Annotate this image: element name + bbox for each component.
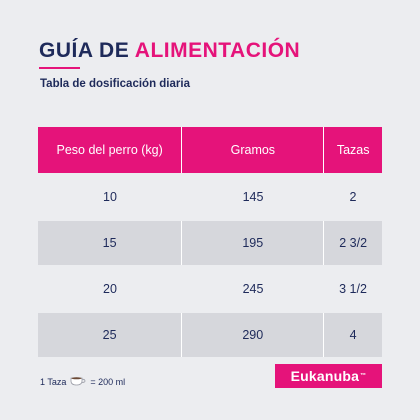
cell-weight: 20 xyxy=(103,282,117,296)
cell-cups: 3 1/2 xyxy=(339,282,367,296)
table-header: Peso del perro (kg) Gramos Tazas xyxy=(38,127,382,173)
cell-weight: 25 xyxy=(102,328,117,342)
table-row: 20 245 3 1/2 xyxy=(38,267,382,311)
cup-label: 1 Taza xyxy=(40,377,67,387)
title-part-1: GUÍA DE xyxy=(39,39,130,62)
cell-cups: 4 xyxy=(323,313,382,357)
cell-grams: 145 xyxy=(242,190,264,204)
cell-cups: 2 xyxy=(349,190,357,204)
title-underline xyxy=(39,67,80,69)
subtitle: Tabla de dosificación diaria xyxy=(40,78,190,90)
cell-grams: 195 xyxy=(181,221,323,265)
cup-icon xyxy=(70,376,86,388)
page-title: GUÍA DE ALIMENTACIÓN xyxy=(39,38,300,64)
cell-weight: 15 xyxy=(102,236,117,250)
cell-grams: 245 xyxy=(242,282,264,296)
table-row: 10 145 2 xyxy=(38,175,382,219)
header-cups: Tazas xyxy=(323,127,382,173)
brand-name: Eukanuba xyxy=(290,368,360,384)
header-weight: Peso del perro (kg) xyxy=(56,142,163,157)
cell-grams: 290 xyxy=(181,313,323,357)
header-grams: Gramos xyxy=(181,127,323,173)
feeding-table: Peso del perro (kg) Gramos Tazas 10 145 … xyxy=(38,127,382,357)
brand-logo: Eukanuba ™ xyxy=(275,364,382,388)
cell-cups: 2 3/2 xyxy=(323,221,382,265)
cell-weight: 10 xyxy=(103,190,117,204)
title-part-2: ALIMENTACIÓN xyxy=(134,39,301,62)
table-row: 15 195 2 3/2 xyxy=(38,221,382,265)
brand-trademark: ™ xyxy=(360,373,367,379)
cup-conversion-note: 1 Taza = 200 ml xyxy=(40,376,125,388)
cup-volume: = 200 ml xyxy=(90,377,126,387)
table-row: 25 290 4 xyxy=(38,313,382,357)
